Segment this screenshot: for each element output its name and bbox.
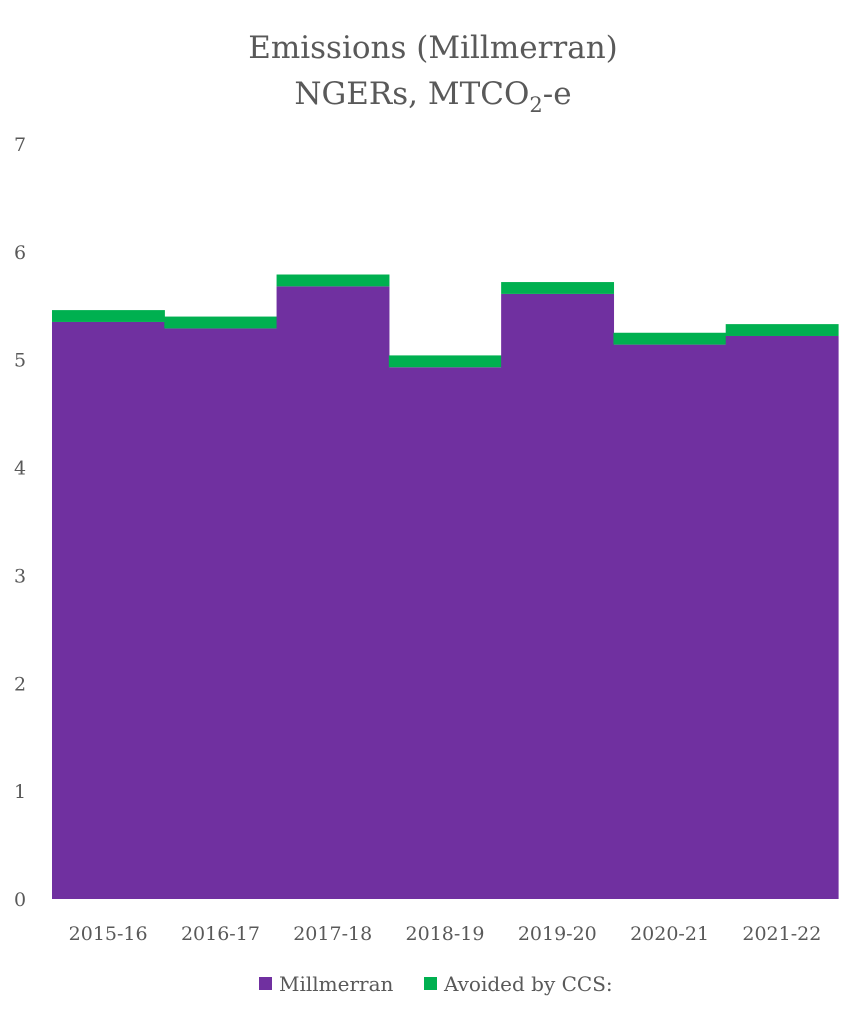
y-tick-label: 6 — [14, 242, 26, 264]
x-tick-label: 2018-19 — [406, 923, 485, 945]
bar-series — [52, 274, 839, 900]
bar-avoided-by-ccs-2019-20 — [501, 282, 615, 294]
chart-title-line-1: Emissions (Millmerran) — [248, 30, 618, 66]
y-tick-label: 3 — [14, 565, 26, 587]
legend-swatch-avoided-by-ccs — [424, 977, 437, 990]
x-tick-label: 2021-22 — [742, 923, 821, 945]
x-tick-label: 2020-21 — [630, 923, 709, 945]
bar-millmerran-2016-17 — [164, 328, 278, 899]
legend-swatch-millmerran — [259, 977, 272, 990]
bar-millmerran-2019-20 — [501, 293, 615, 899]
x-tick-label: 2019-20 — [518, 923, 597, 945]
y-tick-label: 4 — [14, 458, 26, 480]
chart-title-line-2-suffix: -e — [543, 76, 572, 112]
bar-avoided-by-ccs-2021-22 — [725, 324, 839, 336]
bar-avoided-by-ccs-2015-16 — [52, 310, 165, 322]
legend-label-avoided-by-ccs: Avoided by CCS: — [443, 972, 613, 996]
chart-title-line-2-subscript: 2 — [529, 93, 542, 117]
y-tick-label: 0 — [14, 889, 26, 911]
chart-title-line-2-main: NGERs, MTCO — [294, 76, 529, 112]
legend-label-millmerran: Millmerran — [279, 972, 394, 996]
bar-avoided-by-ccs-2016-17 — [164, 316, 278, 329]
bar-millmerran-2021-22 — [725, 335, 839, 899]
x-axis-ticks: 2015-16 2016-17 2017-18 2018-19 2019-20 2020-… — [69, 923, 822, 945]
y-tick-label: 1 — [14, 781, 26, 803]
y-tick-label: 2 — [14, 673, 26, 695]
bar-millmerran-2020-21 — [613, 344, 727, 899]
y-tick-label: 5 — [14, 350, 26, 372]
x-tick-label: 2015-16 — [69, 923, 148, 945]
bar-millmerran-2018-19 — [388, 367, 502, 899]
bar-avoided-by-ccs-2020-21 — [613, 332, 727, 345]
bar-millmerran-2015-16 — [52, 321, 165, 900]
y-axis-ticks: 0 1 2 3 4 5 6 7 — [14, 134, 26, 911]
bar-avoided-by-ccs-2018-19 — [388, 355, 502, 368]
chart-title-line-2: NGERs, MTCO2-e — [294, 76, 571, 117]
x-tick-label: 2016-17 — [181, 923, 260, 945]
bar-millmerran-2017-18 — [276, 286, 390, 899]
x-tick-label: 2017-18 — [293, 923, 372, 945]
y-tick-label: 7 — [14, 134, 26, 156]
bar-avoided-by-ccs-2017-18 — [276, 274, 390, 287]
legend: Millmerran Avoided by CCS: — [259, 972, 613, 996]
